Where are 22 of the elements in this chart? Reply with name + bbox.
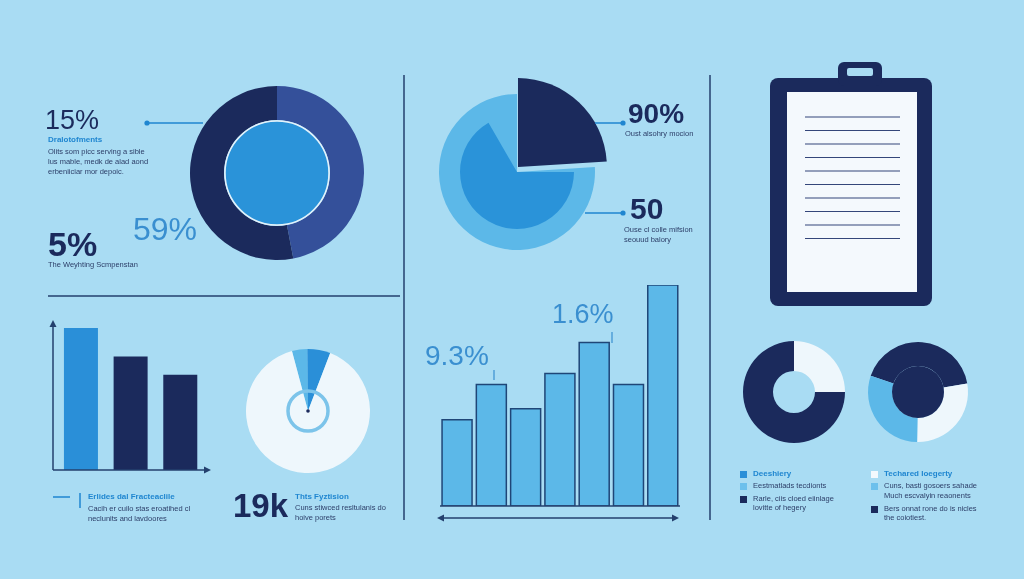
donut-slice: [868, 375, 918, 442]
text: 90%: [628, 98, 685, 129]
text: 59%: [133, 211, 198, 247]
text: Dralotofments: [48, 135, 103, 145]
text: Techared Ioegerty: [884, 469, 953, 479]
pie-slice: [246, 351, 370, 473]
donut-slice: [870, 342, 968, 388]
text: 15%: [45, 105, 100, 135]
text: 5%: [48, 225, 98, 263]
donut-slice: [743, 341, 845, 443]
annotation: 1.6%: [552, 299, 614, 329]
donut-slice: [277, 86, 364, 259]
text: Erlides dal Fracteaclile: [88, 492, 175, 502]
annotation: 9.3%: [425, 340, 489, 371]
pie-slice: [307, 349, 331, 411]
text: Thts Fyztision: [295, 492, 349, 502]
text: Deeshiery: [753, 469, 792, 479]
text: 50: [630, 192, 664, 225]
text: 19k: [233, 487, 289, 524]
donut-slice: [917, 383, 968, 442]
pie-slice: [291, 349, 308, 411]
donut-slice: [794, 341, 845, 392]
